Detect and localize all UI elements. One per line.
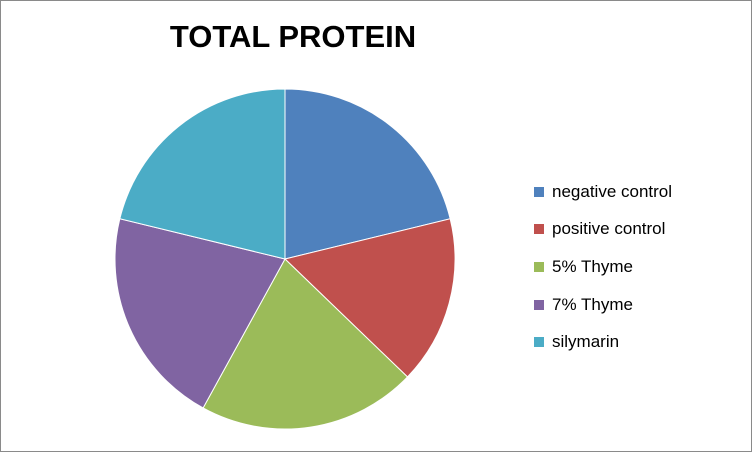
legend-swatch	[534, 261, 544, 272]
pie-slice-7-thyme	[114, 218, 286, 409]
pie-slice-positive-control	[283, 218, 456, 378]
pie-slice-negative-control	[284, 88, 451, 260]
pie-slice-5-thyme	[202, 258, 409, 430]
legend: negative control positive control 5% Thyme…	[534, 173, 744, 361]
legend-swatch	[534, 186, 544, 197]
legend-label: 5% Thyme	[552, 256, 633, 276]
chart-title: TOTAL PROTEIN	[169, 19, 417, 54]
legend-item-5-thyme: 5% Thyme	[534, 248, 744, 286]
legend-item-negative-control: negative control	[534, 173, 744, 211]
legend-label: silymarin	[552, 332, 620, 352]
pie-slices	[114, 88, 456, 430]
legend-item-silymarin: silymarin	[534, 323, 744, 361]
legend-swatch	[534, 224, 544, 235]
legend-label: 7% Thyme	[552, 294, 633, 314]
legend-swatch	[534, 337, 544, 348]
legend-item-positive-control: positive control	[534, 211, 744, 249]
legend-swatch	[534, 299, 544, 310]
legend-label: negative control	[552, 181, 673, 201]
pie-slice-silymarin	[119, 88, 286, 260]
legend-label: positive control	[552, 219, 666, 239]
legend-item-7-thyme: 7% Thyme	[534, 286, 744, 324]
